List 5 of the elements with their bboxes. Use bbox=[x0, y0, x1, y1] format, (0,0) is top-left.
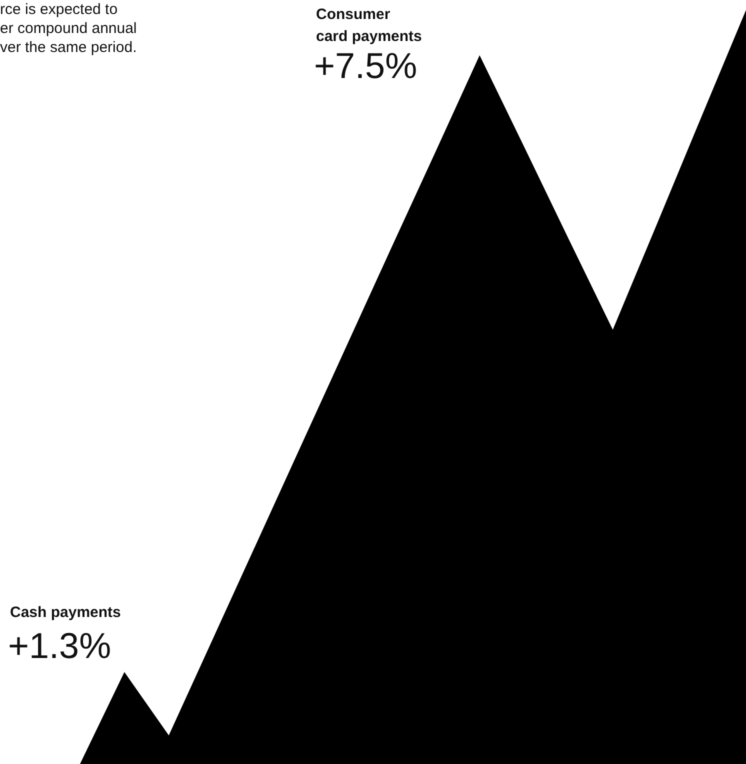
annotation: +1.3% bbox=[8, 625, 112, 666]
annotation: rce is expected to er compound annual ver the same period. bbox=[0, 0, 137, 57]
annotation: Cash payments bbox=[10, 603, 121, 623]
annotation: +7.5% bbox=[314, 45, 418, 86]
annotation: Consumer card payments bbox=[316, 5, 422, 47]
